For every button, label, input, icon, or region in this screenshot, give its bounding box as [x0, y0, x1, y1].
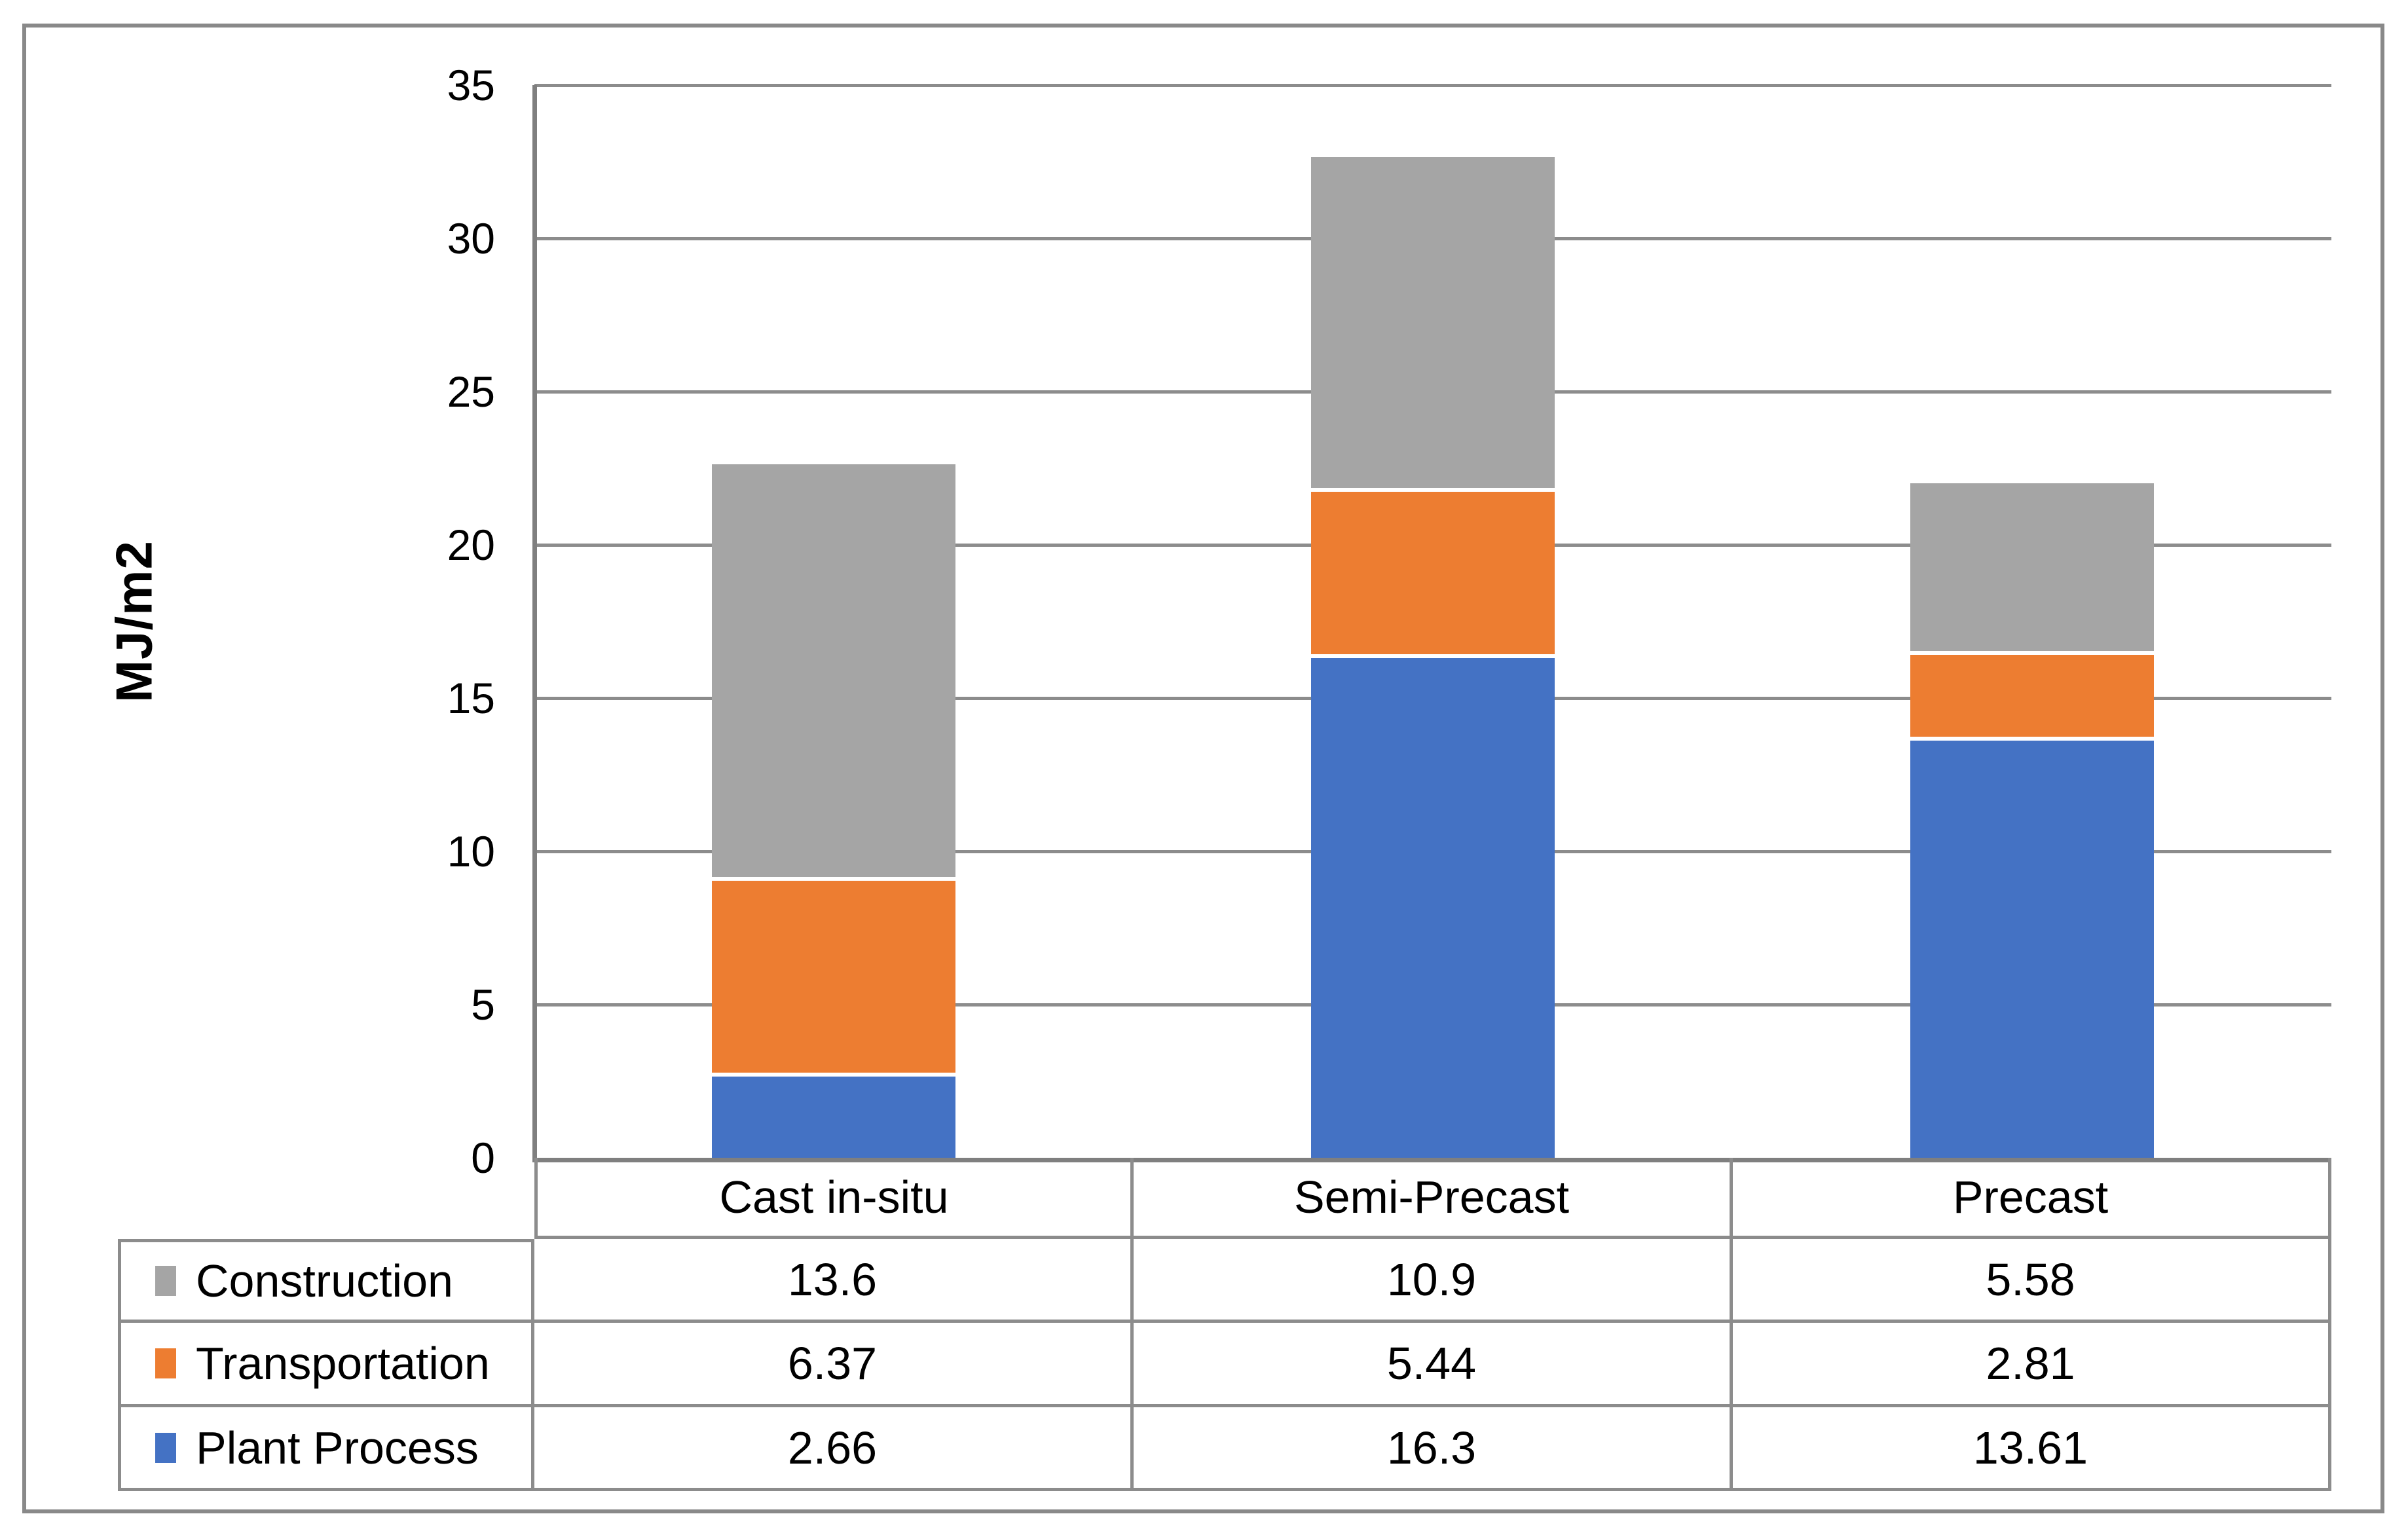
- table-header-precast: Precast: [1733, 1158, 2331, 1239]
- bar-segment-plant-process-semi-precast: [1311, 658, 1555, 1158]
- legend-cell-construction: Construction: [118, 1239, 534, 1323]
- data-table: Cast in-situ Semi-Precast Precast Construct…: [118, 1158, 2331, 1491]
- legend-cell-transportation: Transportation: [118, 1323, 534, 1407]
- bar-segment-construction-semi-precast: [1311, 157, 1555, 492]
- gridline-35: [534, 83, 2331, 87]
- y-tick-label-35: 35: [447, 61, 495, 109]
- plot-area: [534, 83, 2331, 1158]
- value-construction-precast: 5.58: [1733, 1239, 2331, 1323]
- value-plant-process-cast-in-situ: 2.66: [534, 1407, 1134, 1491]
- value-transportation-cast-in-situ: 6.37: [534, 1323, 1134, 1407]
- y-tick-label-20: 20: [447, 521, 495, 569]
- legend-label-construction: Construction: [196, 1255, 453, 1306]
- value-transportation-precast: 2.81: [1733, 1323, 2331, 1407]
- legend-key-plant-process-icon: [155, 1432, 176, 1463]
- y-axis-line: [532, 85, 537, 1162]
- legend-label-plant-process: Plant Process: [196, 1422, 479, 1473]
- y-axis-title: MJ/m2: [105, 540, 163, 703]
- y-tick-label-5: 5: [471, 980, 495, 1029]
- y-tick-label-0: 0: [471, 1134, 495, 1182]
- y-tick-label-15: 15: [447, 674, 495, 722]
- y-tick-label-10: 10: [447, 827, 495, 876]
- bar-segment-plant-process-precast: [1910, 741, 2154, 1158]
- value-plant-process-precast: 13.61: [1733, 1407, 2331, 1491]
- value-transportation-semi-precast: 5.44: [1134, 1323, 1733, 1407]
- legend-key-construction-icon: [155, 1266, 176, 1296]
- bar-segment-construction-cast-in-situ: [712, 464, 956, 881]
- table-corner-spacer: [118, 1158, 534, 1239]
- figure-border: [22, 24, 2384, 1513]
- y-tick-label-30: 30: [447, 214, 495, 263]
- value-plant-process-semi-precast: 16.3: [1134, 1407, 1733, 1491]
- value-construction-cast-in-situ: 13.6: [534, 1239, 1134, 1323]
- bar-segment-transportation-precast: [1910, 654, 2154, 741]
- x-axis-line: [534, 1158, 2331, 1162]
- bar-segment-transportation-cast-in-situ: [712, 881, 956, 1077]
- bar-segment-construction-precast: [1910, 483, 2154, 655]
- table-header-semi-precast: Semi-Precast: [1134, 1158, 1733, 1239]
- bar-segment-transportation-semi-precast: [1311, 491, 1555, 659]
- table-header-cast-in-situ: Cast in-situ: [534, 1158, 1134, 1239]
- value-construction-semi-precast: 10.9: [1134, 1239, 1733, 1323]
- legend-key-transportation-icon: [155, 1348, 176, 1378]
- y-tick-label-25: 25: [447, 367, 495, 416]
- legend-cell-plant-process: Plant Process: [118, 1407, 534, 1491]
- bar-segment-plant-process-cast-in-situ: [712, 1076, 956, 1158]
- legend-label-transportation: Transportation: [196, 1338, 490, 1389]
